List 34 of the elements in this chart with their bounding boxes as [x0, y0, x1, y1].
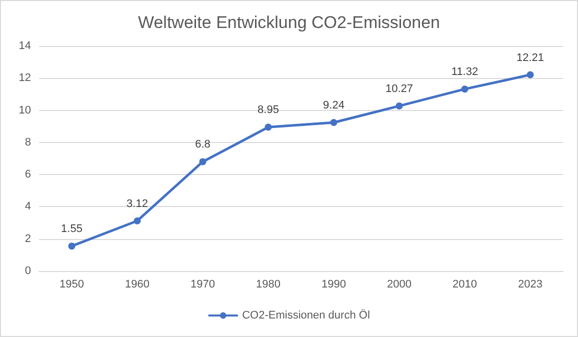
y-tick-label: 4 [24, 200, 31, 213]
x-tick-label: 2000 [387, 278, 412, 290]
x-tick-label: 1980 [256, 278, 280, 290]
point [264, 124, 272, 131]
y-tick-label: 14 [18, 40, 31, 52]
data-label: 9.24 [323, 100, 344, 112]
data-label: 8.95 [258, 104, 279, 116]
y-tick-label: 8 [24, 136, 31, 148]
x-tick-label: 2010 [452, 278, 477, 290]
y-tick-label: 0 [24, 265, 31, 277]
y-tick-label: 2 [24, 232, 31, 245]
data-label: 10.27 [385, 82, 414, 95]
data-label: 1.55 [61, 223, 82, 236]
x-tick-label: 1950 [60, 278, 84, 290]
data-label: 12.21 [516, 52, 544, 64]
point [330, 119, 338, 126]
point [526, 71, 534, 78]
chart-title: Weltweite Entwicklung CO2-Emissionen [138, 13, 440, 32]
y-tick-label: 10 [18, 104, 31, 116]
x-tick-label: 1990 [322, 278, 346, 290]
x-tick-label: 1970 [190, 278, 215, 290]
data-label: 3.12 [126, 198, 148, 210]
point [68, 242, 76, 250]
point [134, 217, 141, 224]
x-tick-label: 1960 [125, 278, 150, 290]
data-label: 6.8 [195, 138, 210, 151]
y-tick-label: 6 [24, 168, 31, 181]
point [396, 102, 403, 110]
x-tick-label: 2023 [518, 278, 542, 290]
y-tick-label: 12 [18, 72, 31, 84]
legend-label: CO2-Emissionen durch Öl [242, 308, 370, 322]
point [461, 86, 468, 93]
data-label: 11.32 [451, 66, 478, 78]
point [199, 158, 206, 166]
